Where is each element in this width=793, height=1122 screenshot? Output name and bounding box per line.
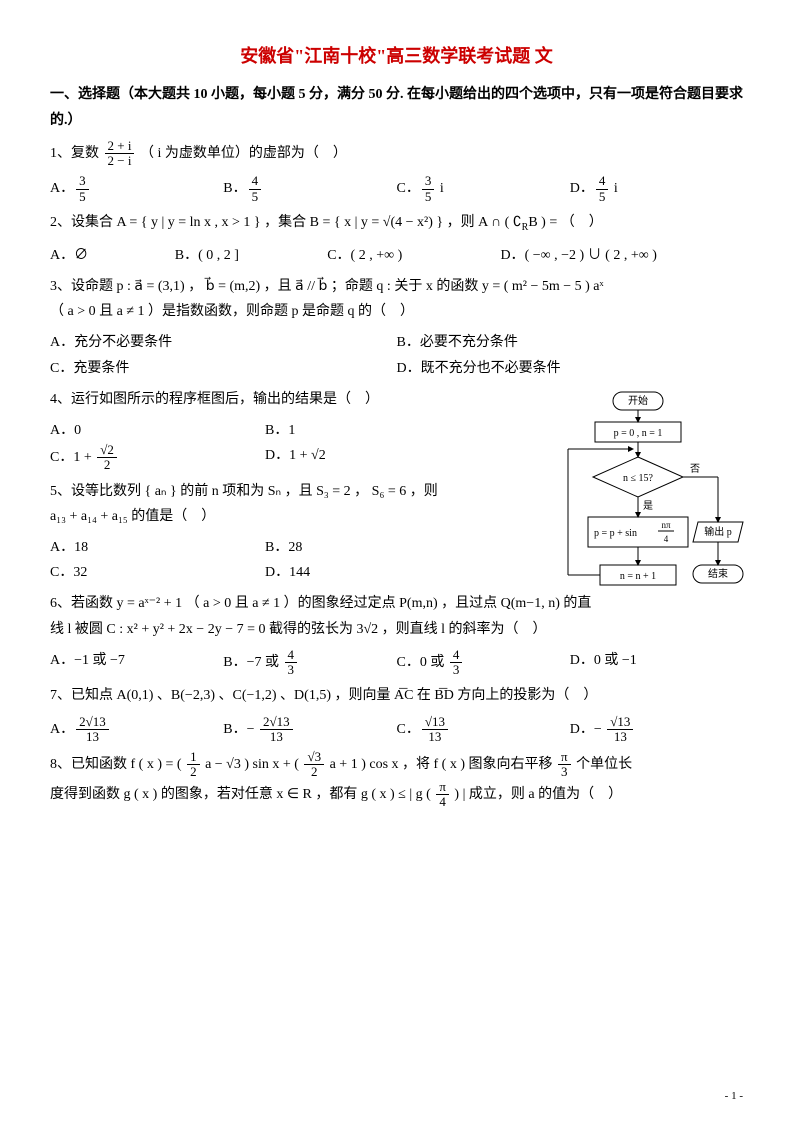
q7-opt-a: A．2√1313 bbox=[50, 715, 223, 745]
q6-opt-c: C．0 或 43 bbox=[397, 648, 570, 678]
q6-stem1: 6、若函数 y = aˣ⁻² + 1 （ a > 0 且 a ≠ 1 ）的图象经… bbox=[50, 591, 743, 616]
flow-step-den: 4 bbox=[664, 534, 669, 544]
q7-opt-d: D．− √1313 bbox=[570, 715, 743, 745]
question-8: 8、已知函数 f ( x ) = ( 12 a − √3 ) sin x + (… bbox=[50, 750, 743, 809]
section-heading: 一、选择题（本大题共 10 小题，每小题 5 分，满分 50 分. 在每小题给出… bbox=[50, 82, 743, 132]
q7-options: A．2√1313 B．− 2√1313 C．√1313 D．− √1313 bbox=[50, 715, 743, 745]
q3-opt-d: D．既不充分也不必要条件 bbox=[397, 356, 744, 381]
q4-opt-c: C．1 + √22 bbox=[50, 443, 265, 473]
q2-stem: 2、设集合 A = { y | y = ln x , x > 1 } ，集合 B… bbox=[50, 215, 522, 230]
q6-opt-a: A．−1 或 −7 bbox=[50, 648, 223, 678]
q6-opt-d: D．0 或 −1 bbox=[570, 648, 743, 678]
question-5: 5、设等比数列 { aₙ } 的前 n 项和为 Sₙ ，且 S₃ = 2 ， S… bbox=[50, 479, 480, 529]
q4-opt-b: B．1 bbox=[265, 418, 480, 443]
q5-opt-d: D．144 bbox=[265, 560, 480, 585]
q4-opt-a: A．0 bbox=[50, 418, 265, 443]
question-7: 7、已知点 A(0,1) 、B(−2,3) 、C(−1,2) 、D(1,5) ，… bbox=[50, 683, 743, 708]
exam-title: 安徽省"江南十校"高三数学联考试题 文 bbox=[50, 40, 743, 72]
q6-options: A．−1 或 −7 B．−7 或 43 C．0 或 43 D．0 或 −1 bbox=[50, 648, 743, 678]
q2-opt-c: C．( 2 , +∞ ) bbox=[327, 243, 500, 268]
q7-opt-b: B．− 2√1313 bbox=[223, 715, 396, 745]
q7-opt-c: C．√1313 bbox=[397, 715, 570, 745]
q3-stem1: 3、设命题 p : a⃗ = (3,1) ， b⃗ = (m,2) ，且 a⃗ … bbox=[50, 274, 743, 299]
q1-opt-d: D．45 i bbox=[570, 174, 743, 204]
q5-stem2: a₁₃ + a₁₄ + a₁₅ 的值是（ ） bbox=[50, 504, 480, 529]
q5-opt-b: B．28 bbox=[265, 535, 480, 560]
q1-options: A．35 B．45 C．35 i D．45 i bbox=[50, 174, 743, 204]
q1-opt-c: C．35 i bbox=[397, 174, 570, 204]
q5-stem1: 5、设等比数列 { aₙ } 的前 n 项和为 Sₙ ，且 S₃ = 2 ， S… bbox=[50, 479, 480, 504]
q3-options: A．充分不必要条件 B．必要不充分条件 C．充要条件 D．既不充分也不必要条件 bbox=[50, 330, 743, 380]
question-6: 6、若函数 y = aˣ⁻² + 1 （ a > 0 且 a ≠ 1 ）的图象经… bbox=[50, 591, 743, 641]
q1-fraction: 2 + i 2 − i bbox=[105, 139, 135, 169]
q6-opt-b: B．−7 或 43 bbox=[223, 648, 396, 678]
q1-tail: （ i 为虚数单位）的虚部为（ ） bbox=[140, 146, 347, 161]
q3-opt-b: B．必要不充分条件 bbox=[397, 330, 744, 355]
page-number: - 1 - bbox=[725, 1087, 743, 1107]
question-3: 3、设命题 p : a⃗ = (3,1) ， b⃗ = (m,2) ，且 a⃗ … bbox=[50, 274, 743, 324]
q1-opt-a: A．35 bbox=[50, 174, 223, 204]
q5-opt-a: A．18 bbox=[50, 535, 265, 560]
flow-out: 输出 p bbox=[704, 525, 732, 538]
q2-opt-d: D．( −∞ , −2 ) ∪ ( 2 , +∞ ) bbox=[500, 243, 743, 268]
q4-q5-with-flowchart: 开始 p = 0 , n = 1 n ≤ 15? 否 是 p = p + sin… bbox=[50, 387, 743, 586]
q3-stem2: （ a > 0 且 a ≠ 1 ）是指数函数，则命题 p 是命题 q 的（ ） bbox=[50, 299, 743, 324]
question-2: 2、设集合 A = { y | y = ln x , x > 1 } ，集合 B… bbox=[50, 210, 743, 237]
q4-options: A．0 B．1 C．1 + √22 D．1 + √2 bbox=[50, 418, 480, 473]
flow-init: p = 0 , n = 1 bbox=[614, 428, 663, 439]
question-1: 1、复数 2 + i 2 − i （ i 为虚数单位）的虚部为（ ） bbox=[50, 139, 743, 169]
q2-opt-a: A．∅ bbox=[50, 243, 175, 268]
q3-opt-a: A．充分不必要条件 bbox=[50, 330, 397, 355]
flow-cond: n ≤ 15? bbox=[623, 473, 653, 484]
q5-opt-c: C．32 bbox=[50, 560, 265, 585]
q1-stem: 1、复数 bbox=[50, 146, 103, 161]
question-4: 4、运行如图所示的程序框图后，输出的结果是（ ） bbox=[50, 387, 480, 412]
flow-end: 结束 bbox=[708, 567, 728, 580]
flow-yes: 是 bbox=[643, 500, 653, 512]
q5-options: A．18 B．28 C．32 D．144 bbox=[50, 535, 480, 585]
flow-no: 否 bbox=[690, 463, 700, 475]
flow-step-num: nπ bbox=[661, 520, 671, 530]
q2-options: A．∅ B．( 0 , 2 ] C．( 2 , +∞ ) D．( −∞ , −2… bbox=[50, 243, 743, 268]
q6-stem2: 线 l 被圆 C : x² + y² + 2x − 2y − 7 = 0 截得的… bbox=[50, 617, 743, 642]
flow-step-a: p = p + sin bbox=[594, 528, 637, 539]
q3-opt-c: C．充要条件 bbox=[50, 356, 397, 381]
flow-start: 开始 bbox=[628, 394, 648, 407]
q4-opt-d: D．1 + √2 bbox=[265, 443, 480, 473]
q1-opt-b: B．45 bbox=[223, 174, 396, 204]
q2-opt-b: B．( 0 , 2 ] bbox=[175, 243, 327, 268]
flow-inc: n = n + 1 bbox=[620, 571, 656, 582]
